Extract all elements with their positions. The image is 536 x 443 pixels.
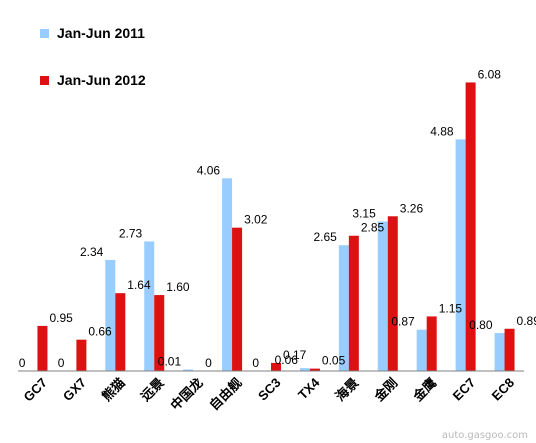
category-label-10: 金鹰	[410, 375, 440, 405]
bars-group	[37, 82, 515, 371]
value-label-2012-4: 0	[205, 356, 212, 370]
value-label-2011-1: 0	[58, 356, 65, 370]
bar-2011-12	[494, 333, 505, 371]
bar-2011-9	[377, 221, 388, 371]
category-label-12: EC8	[489, 375, 517, 403]
value-label-2011-4: 0.01	[158, 355, 182, 369]
value-label-2011-6: 0	[252, 356, 259, 370]
value-label-2012-8: 2.85	[361, 221, 385, 235]
value-label-2011-10: 0.87	[391, 315, 415, 329]
category-labels-group: GC7 GX7 熊猫 远景 中国龙 自由舰 SC3 TX4 海景 金刚 金鹰 EC7 EC8	[21, 374, 518, 413]
bar-2011-7	[299, 368, 310, 371]
value-labels-group: 0 0.95 0 0.66 2.34 1.64 2.73 1.60 0.01 0 4.06 3.02 0…	[19, 67, 536, 370]
bar-2012-9	[387, 216, 398, 371]
bar-2012-5	[232, 227, 243, 371]
category-label-11: EC7	[450, 375, 478, 403]
category-label-5: 自由舰	[206, 375, 244, 413]
bar-2011-2	[105, 259, 116, 371]
legend-label-2011: Jan-Jun 2011	[57, 25, 145, 41]
bar-2012-12	[504, 328, 515, 371]
bar-2012-1	[76, 339, 87, 371]
bar-2012-6	[271, 362, 281, 371]
value-label-2012-6: 0.17	[283, 348, 307, 362]
bar-2011-8	[338, 245, 349, 371]
bar-2012-10	[426, 316, 437, 371]
category-label-3: 远景	[138, 375, 167, 404]
value-label-2011-5: 4.06	[197, 163, 221, 177]
value-label-2011-7: 0.06	[275, 353, 299, 367]
value-label-2012-2: 1.64	[127, 278, 151, 292]
legend-item-2012: Jan-Jun 2012	[40, 69, 146, 91]
value-label-2011-11: 4.88	[430, 124, 454, 138]
bar-2012-11	[465, 82, 476, 371]
value-label-2012-7: 0.05	[322, 354, 346, 368]
value-label-2012-0: 0.95	[49, 311, 73, 325]
category-label-6: SC3	[255, 375, 283, 403]
legend-swatch-2011	[40, 28, 49, 38]
value-label-2012-12: 0.89	[517, 314, 536, 328]
bar-2011-4	[183, 369, 194, 371]
legend-swatch-2012	[40, 75, 49, 85]
bar-2011-3	[144, 241, 155, 371]
legend-label-2012: Jan-Jun 2012	[57, 72, 146, 88]
legend-item-2011: Jan-Jun 2011	[40, 22, 146, 44]
category-label-1: GX7	[60, 375, 89, 404]
value-label-2012-9: 3.26	[400, 201, 424, 215]
bar-2012-0	[37, 325, 48, 371]
value-label-2011-3: 2.73	[119, 226, 143, 240]
legend: Jan-Jun 2011 Jan-Jun 2012	[40, 22, 146, 116]
category-label-8: 海景	[332, 375, 361, 404]
watermark: auto.gasgoo.com	[441, 430, 528, 441]
category-label-9: 金刚	[371, 375, 401, 405]
value-label-2011-12: 0.80	[469, 318, 493, 332]
value-label-2011-8: 2.65	[313, 230, 337, 244]
bar-2012-8	[348, 235, 359, 371]
value-label-2012-10: 1.15	[439, 301, 463, 315]
value-label-2011-0: 0	[19, 356, 26, 370]
value-label-2011-2: 2.34	[80, 245, 104, 259]
bar-2012-2	[115, 293, 126, 371]
category-label-7: TX4	[295, 374, 323, 402]
category-label-0: GC7	[21, 375, 51, 405]
value-label-2012-1: 0.66	[88, 325, 112, 339]
bar-2011-11	[455, 139, 466, 371]
value-label-2011-9: 3.15	[352, 207, 376, 221]
category-label-4: 中国龙	[168, 375, 206, 413]
bar-2011-10	[416, 329, 427, 371]
value-label-2012-5: 3.02	[244, 213, 268, 227]
bar-2011-5	[222, 178, 233, 371]
bar-2012-7	[309, 368, 320, 371]
value-label-2012-11: 6.08	[478, 67, 502, 81]
category-label-2: 熊猫	[99, 375, 128, 404]
value-label-2012-3: 1.60	[166, 280, 190, 294]
bar-2012-3	[154, 295, 165, 371]
